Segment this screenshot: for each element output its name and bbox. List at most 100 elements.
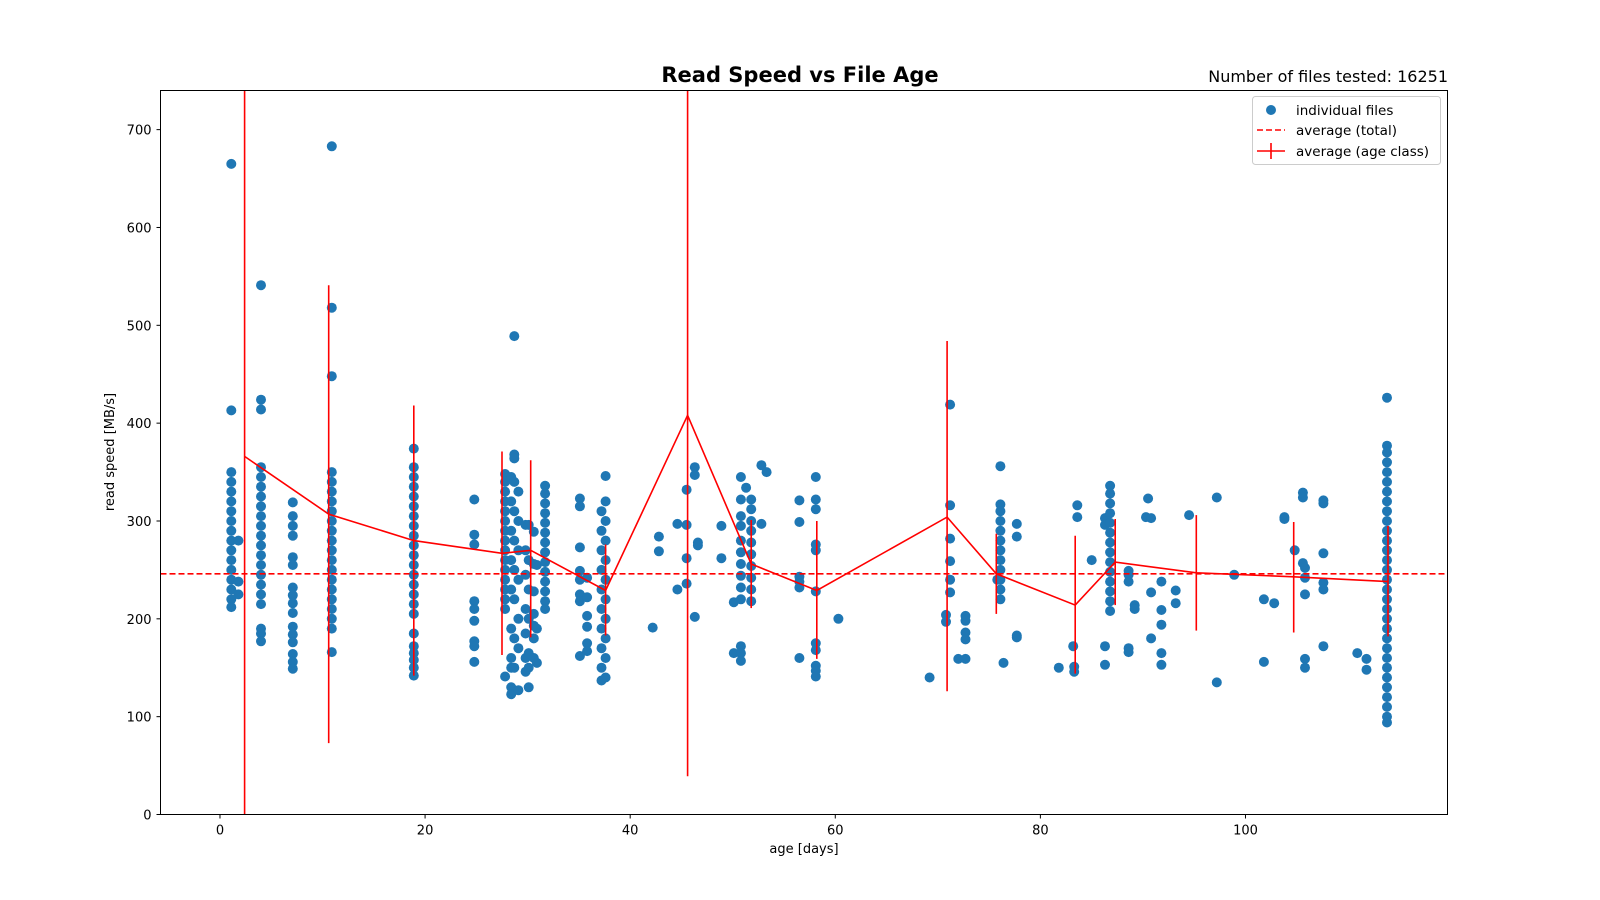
scatter-point bbox=[1300, 562, 1310, 573]
scatter-point bbox=[1361, 653, 1372, 664]
scatter-point bbox=[1382, 506, 1392, 517]
scatter-point bbox=[287, 608, 298, 618]
scatter-point bbox=[1105, 498, 1116, 509]
scatter-point bbox=[810, 545, 821, 556]
y-tick-label: 700 bbox=[127, 124, 152, 139]
scatter-point bbox=[520, 628, 531, 639]
scatter-point bbox=[287, 520, 298, 531]
scatter-point bbox=[1105, 527, 1116, 538]
scatter-point bbox=[513, 643, 524, 654]
scatter-point bbox=[1105, 596, 1116, 607]
scatter-point bbox=[500, 671, 511, 682]
scatter-point bbox=[233, 576, 244, 587]
scatter-point bbox=[995, 594, 1006, 605]
scatter-point bbox=[469, 604, 480, 614]
scatter-point bbox=[810, 494, 821, 505]
scatter-point bbox=[735, 547, 746, 558]
scatter-point bbox=[226, 506, 237, 517]
scatter-point bbox=[540, 586, 551, 597]
scatter-point bbox=[1382, 392, 1392, 403]
scatter-point bbox=[681, 484, 692, 495]
scatter-point bbox=[287, 497, 298, 508]
scatter-point bbox=[1382, 633, 1392, 644]
scatter-point bbox=[287, 649, 298, 659]
scatter-point bbox=[1318, 498, 1329, 509]
scatter-point bbox=[1318, 584, 1329, 595]
scatter-point bbox=[256, 394, 266, 405]
scatter-point bbox=[287, 552, 298, 563]
scatter-point bbox=[509, 633, 520, 644]
scatter-point bbox=[1318, 577, 1329, 588]
scatter-point bbox=[1011, 632, 1022, 643]
scatter-point bbox=[1318, 548, 1329, 559]
scatter-point bbox=[1382, 584, 1392, 595]
scatter-point bbox=[1105, 517, 1116, 528]
scatter-point bbox=[1105, 586, 1116, 597]
scatter-point bbox=[256, 540, 266, 551]
scatter-point bbox=[941, 616, 951, 627]
legend-marker-individual-files bbox=[1266, 105, 1276, 115]
y-tick-label: 600 bbox=[127, 221, 152, 236]
scatter-point bbox=[256, 579, 266, 590]
scatter-point bbox=[735, 511, 746, 522]
scatter-point bbox=[1382, 662, 1392, 673]
scatter-point bbox=[1382, 653, 1392, 663]
scatter-point bbox=[256, 589, 266, 600]
scatter-point bbox=[540, 498, 551, 509]
scatter-point bbox=[596, 545, 607, 556]
scatter-point bbox=[540, 508, 551, 519]
scatter-point bbox=[998, 657, 1009, 668]
scatter-point bbox=[761, 467, 772, 478]
x-tick-label: 80 bbox=[1032, 824, 1049, 839]
scatter-point bbox=[995, 564, 1006, 575]
scatter-point bbox=[256, 550, 266, 561]
scatter-point bbox=[256, 472, 266, 482]
scatter-point bbox=[531, 623, 542, 634]
scatter-point bbox=[1382, 692, 1392, 703]
scatter-point bbox=[1170, 598, 1181, 609]
y-tick-label: 500 bbox=[127, 319, 152, 334]
scatter-point bbox=[960, 627, 971, 638]
scatter-point bbox=[1011, 531, 1022, 542]
scatter-point bbox=[513, 613, 524, 624]
scatter-point bbox=[256, 530, 266, 541]
scatter-point bbox=[256, 628, 266, 639]
scatter-point bbox=[1352, 648, 1363, 659]
scatter-point bbox=[960, 615, 971, 626]
scatter-point bbox=[810, 645, 821, 656]
scatter-point bbox=[531, 560, 542, 570]
scatter-point bbox=[1382, 496, 1392, 507]
scatter-point bbox=[513, 574, 524, 585]
scatter-point bbox=[540, 604, 551, 614]
scatter-point bbox=[226, 525, 237, 536]
scatter-point bbox=[506, 623, 517, 634]
scatter-point bbox=[600, 653, 611, 663]
scatter-point bbox=[1382, 535, 1392, 546]
scatter-point bbox=[596, 604, 607, 614]
scatter-point bbox=[794, 495, 805, 506]
scatter-point bbox=[995, 461, 1006, 472]
scatter-point bbox=[574, 651, 585, 661]
y-tick-label: 300 bbox=[127, 515, 152, 530]
scatter-point bbox=[233, 535, 244, 546]
scatter-point bbox=[1382, 717, 1392, 728]
y-tick-label: 100 bbox=[127, 711, 152, 726]
scatter-point bbox=[287, 530, 298, 541]
scatter-point bbox=[287, 637, 298, 648]
scatter-point bbox=[1382, 564, 1392, 575]
scatter-point bbox=[1258, 594, 1269, 605]
scatter-point bbox=[995, 555, 1006, 566]
scatter-point bbox=[226, 158, 237, 169]
scatter-point bbox=[1011, 518, 1022, 529]
scatter-point bbox=[1105, 557, 1116, 568]
scatter-point bbox=[1382, 594, 1392, 605]
scatter-point bbox=[540, 547, 551, 558]
scatter-point bbox=[256, 404, 266, 415]
scatter-point bbox=[689, 462, 700, 473]
scatter-point bbox=[596, 623, 607, 634]
scatter-point bbox=[1146, 513, 1157, 524]
scatter-point bbox=[1072, 500, 1083, 511]
scatter-point bbox=[1123, 576, 1134, 587]
x-tick-label: 60 bbox=[827, 824, 844, 839]
scatter-point bbox=[226, 476, 237, 487]
